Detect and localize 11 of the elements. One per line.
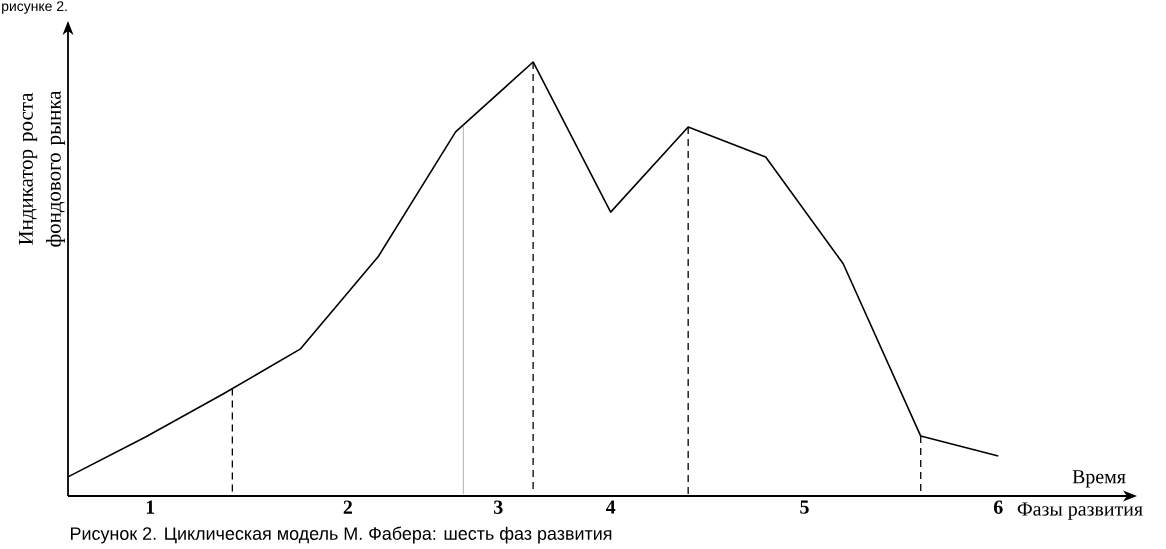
- text: Рисунок 2. Циклическая модель М. Фабера: шесть фаз развития: [71, 526, 612, 544]
- text: 2: [343, 500, 352, 514]
- text: Фазы развития: [1017, 502, 1143, 520]
- text: 6: [993, 500, 1003, 514]
- text: 3: [494, 500, 503, 514]
- text: 5: [800, 500, 809, 514]
- text: рисунке 2.: [2, 1, 67, 14]
- x-axis-title: Время: [1072, 470, 1126, 488]
- y-axis-title: Индикатор роста фондового рынка: [18, 90, 66, 247]
- text: 1: [146, 500, 155, 514]
- text: 4: [605, 500, 616, 514]
